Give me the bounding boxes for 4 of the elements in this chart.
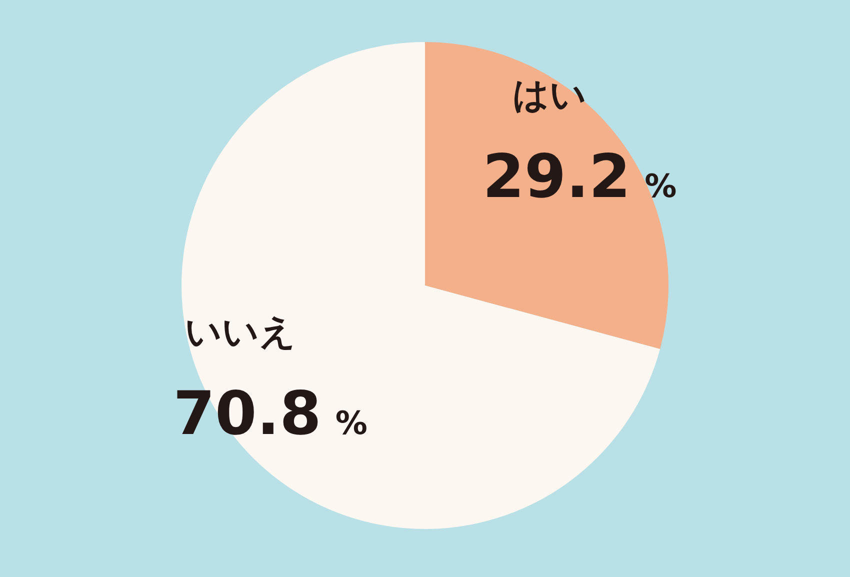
data-label: 29.2 % — [482, 142, 677, 212]
slice-label: いいえ — [184, 312, 296, 353]
slice-label: はい — [512, 75, 587, 116]
data-label: 70.8 % — [173, 378, 368, 449]
